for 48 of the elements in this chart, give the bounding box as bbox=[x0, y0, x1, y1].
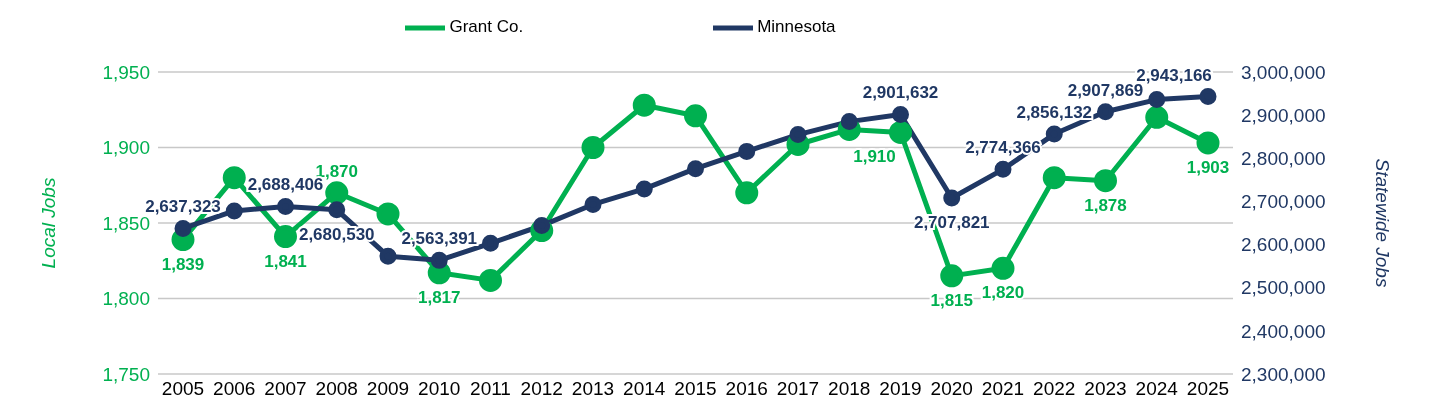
data-label: 1,878 bbox=[1084, 195, 1127, 215]
x-tick-label: 2025 bbox=[1186, 378, 1230, 400]
data-label: 1,839 bbox=[161, 254, 205, 274]
x-tick-label: 2018 bbox=[828, 378, 871, 400]
x-tick-label: 2017 bbox=[776, 378, 820, 400]
x-tick-label: 2009 bbox=[366, 378, 410, 400]
data-label: 1,903 bbox=[1186, 157, 1230, 177]
y2-tick-label: 2,300,000 bbox=[1241, 363, 1326, 385]
x-tick-label: 2008 bbox=[315, 378, 358, 400]
data-label: 2,901,632 bbox=[862, 83, 939, 103]
data-label: 1,910 bbox=[853, 147, 896, 167]
x-tick-label: 2024 bbox=[1135, 378, 1179, 400]
x-tick-label: 2005 bbox=[161, 378, 205, 400]
x-tick-label: 2013 bbox=[571, 378, 615, 400]
x-tick-label: 2016 bbox=[725, 378, 768, 400]
y2-tick-label: 2,800,000 bbox=[1241, 148, 1326, 170]
data-label: 1,817 bbox=[417, 287, 461, 307]
x-tick-label: 2010 bbox=[418, 378, 461, 400]
y2-tick-label: 2,500,000 bbox=[1241, 277, 1326, 299]
data-label: 1,820 bbox=[981, 283, 1025, 303]
data-label: 1,841 bbox=[264, 251, 307, 271]
y2-tick-label: 3,000,000 bbox=[1241, 61, 1326, 83]
legend-label: Grant Co. bbox=[449, 17, 524, 37]
y2-axis-title: Statewide Jobs bbox=[1372, 158, 1394, 288]
data-label: 2,856,132 bbox=[1016, 103, 1093, 123]
x-tick-label: 2021 bbox=[981, 378, 1025, 400]
x-tick-label: 2006 bbox=[213, 378, 256, 400]
y2-tick-label: 2,700,000 bbox=[1241, 191, 1326, 213]
y-axis-title: Local Jobs bbox=[37, 177, 59, 269]
y-tick-label: 1,900 bbox=[102, 137, 150, 159]
x-tick-label: 2007 bbox=[264, 378, 307, 400]
x-tick-label: 2023 bbox=[1084, 378, 1127, 400]
y2-tick-label: 2,600,000 bbox=[1241, 234, 1326, 256]
x-tick-label: 2015 bbox=[674, 378, 717, 400]
data-label: 1,815 bbox=[930, 290, 974, 310]
y-tick-label: 1,850 bbox=[102, 212, 150, 234]
x-tick-label: 2019 bbox=[879, 378, 922, 400]
y-tick-label: 1,950 bbox=[102, 61, 150, 83]
x-tick-label: 2022 bbox=[1033, 378, 1076, 400]
legend-label: Minnesota bbox=[757, 17, 836, 37]
x-tick-label: 2011 bbox=[470, 378, 511, 400]
y2-tick-label: 2,900,000 bbox=[1241, 104, 1326, 126]
x-tick-label: 2014 bbox=[623, 378, 666, 400]
x-tick-label: 2020 bbox=[930, 378, 973, 400]
x-tick-label: 2012 bbox=[520, 378, 563, 400]
y-tick-label: 1,750 bbox=[102, 363, 150, 385]
y2-tick-label: 2,400,000 bbox=[1241, 320, 1326, 342]
y-tick-label: 1,800 bbox=[102, 288, 150, 310]
